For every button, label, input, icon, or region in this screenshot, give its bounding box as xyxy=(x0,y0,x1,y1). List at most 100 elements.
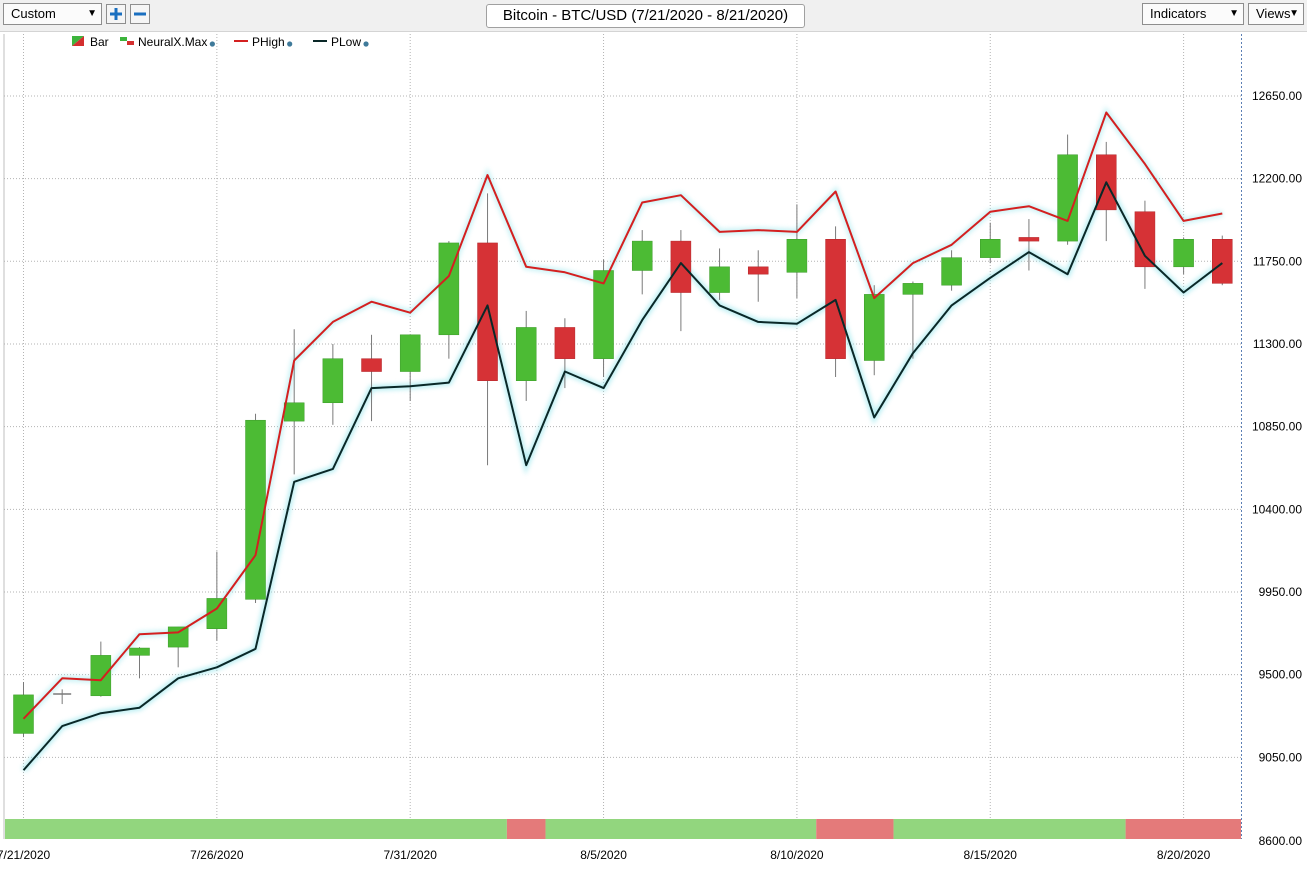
legend-item: PHigh xyxy=(234,35,293,49)
candle xyxy=(554,318,576,389)
plow-line xyxy=(22,181,1223,771)
candle xyxy=(13,682,34,738)
price-chart: 12650.00 12200.00 11750.00 11300.00 10850.00… xyxy=(0,34,1302,862)
x-tick-label: 7/26/2020 xyxy=(190,848,244,862)
candle-body-up xyxy=(167,626,189,648)
candle-body-down xyxy=(361,358,382,372)
phigh-line xyxy=(22,111,1223,720)
candle xyxy=(361,334,382,422)
candle-body-up xyxy=(515,327,537,381)
legend-item: Bar xyxy=(72,35,109,49)
candle-body-up xyxy=(13,694,34,734)
y-axis: 12650.00 12200.00 11750.00 11300.00 10850.00… xyxy=(1252,89,1302,848)
y-tick-label: 9950.00 xyxy=(1259,585,1303,599)
candle-body-down xyxy=(670,240,692,293)
legend-dot-icon xyxy=(363,41,369,47)
x-tick-label: 8/15/2020 xyxy=(964,848,1018,862)
candle xyxy=(902,281,924,359)
candle-body-up xyxy=(1173,239,1194,268)
bar-legend-icon xyxy=(72,36,84,46)
candle xyxy=(477,193,498,466)
signal-band-segment-down xyxy=(1125,819,1241,839)
candle xyxy=(206,551,228,641)
candle xyxy=(631,230,653,295)
candle xyxy=(399,334,421,401)
candle-body-up xyxy=(863,294,885,361)
legend: Bar NeuralX.Max PHigh PLow xyxy=(72,35,369,49)
candle xyxy=(1212,235,1233,286)
chart-area[interactable]: 12650.00 12200.00 11750.00 11300.00 10850.00… xyxy=(0,31,1307,870)
candle-body-up xyxy=(941,257,962,286)
candle-body-up xyxy=(322,358,344,404)
views-dropdown[interactable]: Views ▼ xyxy=(1248,3,1304,25)
x-tick-label: 7/31/2020 xyxy=(384,848,438,862)
candle xyxy=(1134,200,1156,289)
y-tick-label: 10850.00 xyxy=(1252,420,1302,434)
legend-dot-icon xyxy=(209,41,215,47)
signal-band-segment-up xyxy=(5,819,507,839)
candle-body-up xyxy=(438,242,460,336)
legend-label: NeuralX.Max xyxy=(138,35,207,49)
candle xyxy=(941,250,962,291)
candle xyxy=(747,250,769,302)
legend-item: PLow xyxy=(313,35,369,49)
signal-band xyxy=(5,819,1241,839)
candle-body-down xyxy=(1018,237,1040,242)
chart-title: Bitcoin - BTC/USD (7/21/2020 - 8/21/2020… xyxy=(486,4,805,28)
toolbar: Custom ▼ Bitcoin - BTC/USD (7/21/2020 - … xyxy=(0,0,1307,32)
y-tick-label: 11300.00 xyxy=(1253,337,1302,351)
candle-body-up xyxy=(283,402,305,422)
neuralx-legend-icon xyxy=(120,37,127,41)
indicators-dropdown[interactable]: Indicators ▼ xyxy=(1142,3,1244,25)
x-tick-label: 7/21/2020 xyxy=(0,848,51,862)
triangle-down-icon: ▼ xyxy=(87,8,97,19)
triangle-down-icon: ▼ xyxy=(1289,8,1299,19)
signal-band-segment-up xyxy=(893,819,1126,839)
candle-body-up xyxy=(980,239,1001,258)
legend-item: NeuralX.Max xyxy=(120,35,215,49)
add-button[interactable] xyxy=(106,4,126,24)
candles xyxy=(13,134,1233,738)
candle-body-up xyxy=(90,655,112,697)
minus-icon xyxy=(134,12,146,16)
candle-body-up xyxy=(709,266,730,293)
indicator-lines xyxy=(22,111,1223,771)
candle xyxy=(438,241,460,359)
candle xyxy=(283,329,305,475)
candle-body-up xyxy=(593,270,614,359)
y-tick-label: 11750.00 xyxy=(1253,254,1302,268)
neuralx-legend-icon xyxy=(127,41,134,45)
candle xyxy=(515,310,537,401)
x-tick-label: 8/20/2020 xyxy=(1157,848,1211,862)
candle xyxy=(980,222,1001,264)
candle xyxy=(1018,219,1040,271)
candle xyxy=(709,248,730,300)
x-tick-label: 8/5/2020 xyxy=(580,848,627,862)
remove-button[interactable] xyxy=(130,4,150,24)
candle xyxy=(90,641,112,697)
candle-body-down xyxy=(1212,239,1233,284)
candle xyxy=(1057,134,1078,245)
candle-body-down xyxy=(477,242,498,381)
candle-body-up xyxy=(245,419,266,600)
candle xyxy=(129,647,150,679)
legend-dot-icon xyxy=(287,41,293,47)
candle-body-up xyxy=(1057,154,1078,242)
candle xyxy=(670,230,692,332)
y-tick-label: 12650.00 xyxy=(1252,89,1302,103)
signal-band-segment-down xyxy=(506,819,546,839)
y-tick-label: 9500.00 xyxy=(1259,668,1303,682)
candle xyxy=(593,259,614,378)
views-label: Views xyxy=(1256,6,1291,21)
phigh-glow xyxy=(21,106,1223,721)
candle xyxy=(1096,141,1117,242)
candle-body-down xyxy=(747,266,769,275)
grid xyxy=(3,34,1242,839)
plow-glow xyxy=(21,175,1225,773)
candle-body-down xyxy=(554,327,576,359)
candle-body-down xyxy=(1134,211,1156,268)
candle xyxy=(322,343,344,425)
candle xyxy=(786,204,808,299)
preset-dropdown[interactable]: Custom ▼ xyxy=(3,3,102,25)
candle-body-up xyxy=(631,240,653,271)
